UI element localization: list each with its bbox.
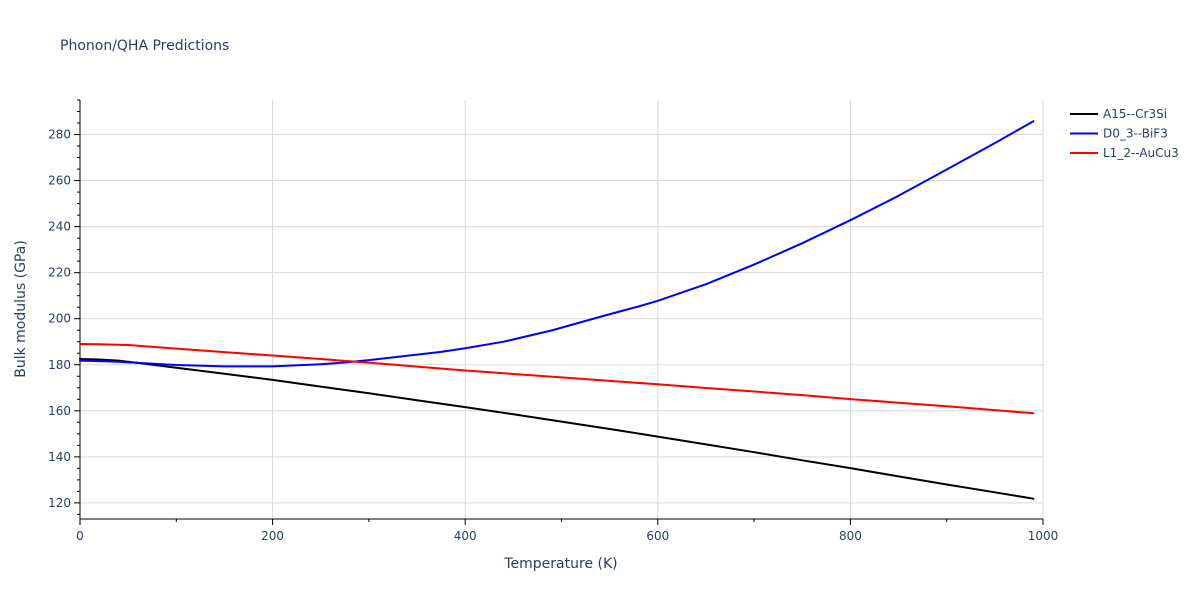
x-tick-label: 1000 — [1028, 529, 1059, 543]
y-tick-label: 280 — [48, 128, 71, 142]
x-axis-title: Temperature (K) — [503, 556, 617, 572]
series-layer — [79, 120, 1035, 500]
x-tick-label: 0 — [76, 529, 84, 543]
legend-label: D0_3--BiF3 — [1103, 127, 1168, 141]
y-tick-label: 160 — [48, 404, 71, 418]
y-tick-label: 120 — [48, 496, 71, 510]
x-tick-label: 600 — [646, 529, 669, 543]
x-tick-label: 200 — [261, 529, 284, 543]
x-tick-label: 800 — [839, 529, 862, 543]
legend-label: A15--Cr3Si — [1103, 107, 1167, 121]
chart-title: Phonon/QHA Predictions — [60, 38, 229, 54]
y-tick-label: 260 — [48, 174, 71, 188]
legend-item[interactable]: L1_2--AuCu3 — [1070, 146, 1179, 160]
axes-layer: 0 200 400 600 800 1000 120 140 160 180 200 220 240 26… — [48, 99, 1059, 543]
legend[interactable]: A15--Cr3Si D0_3--BiF3 L1_2--AuCu3 — [1070, 107, 1179, 160]
series-line-a15-cr3si[interactable] — [79, 358, 1035, 500]
grid-layer — [80, 100, 1044, 519]
y-tick-label: 140 — [48, 450, 71, 464]
x-tick-label: 400 — [454, 529, 477, 543]
legend-item[interactable]: A15--Cr3Si — [1070, 107, 1167, 121]
series-line-l1-2-aucu3[interactable] — [79, 343, 1035, 415]
y-tick-label: 180 — [48, 358, 71, 372]
series-line-d0-3-bif3[interactable] — [79, 120, 1035, 368]
y-tick-label: 240 — [48, 220, 71, 234]
y-tick-label: 200 — [48, 312, 71, 326]
y-axis-title: Bulk modulus (GPa) — [13, 240, 29, 378]
legend-label: L1_2--AuCu3 — [1103, 146, 1179, 160]
legend-item[interactable]: D0_3--BiF3 — [1070, 127, 1168, 141]
y-tick-label: 220 — [48, 266, 71, 280]
